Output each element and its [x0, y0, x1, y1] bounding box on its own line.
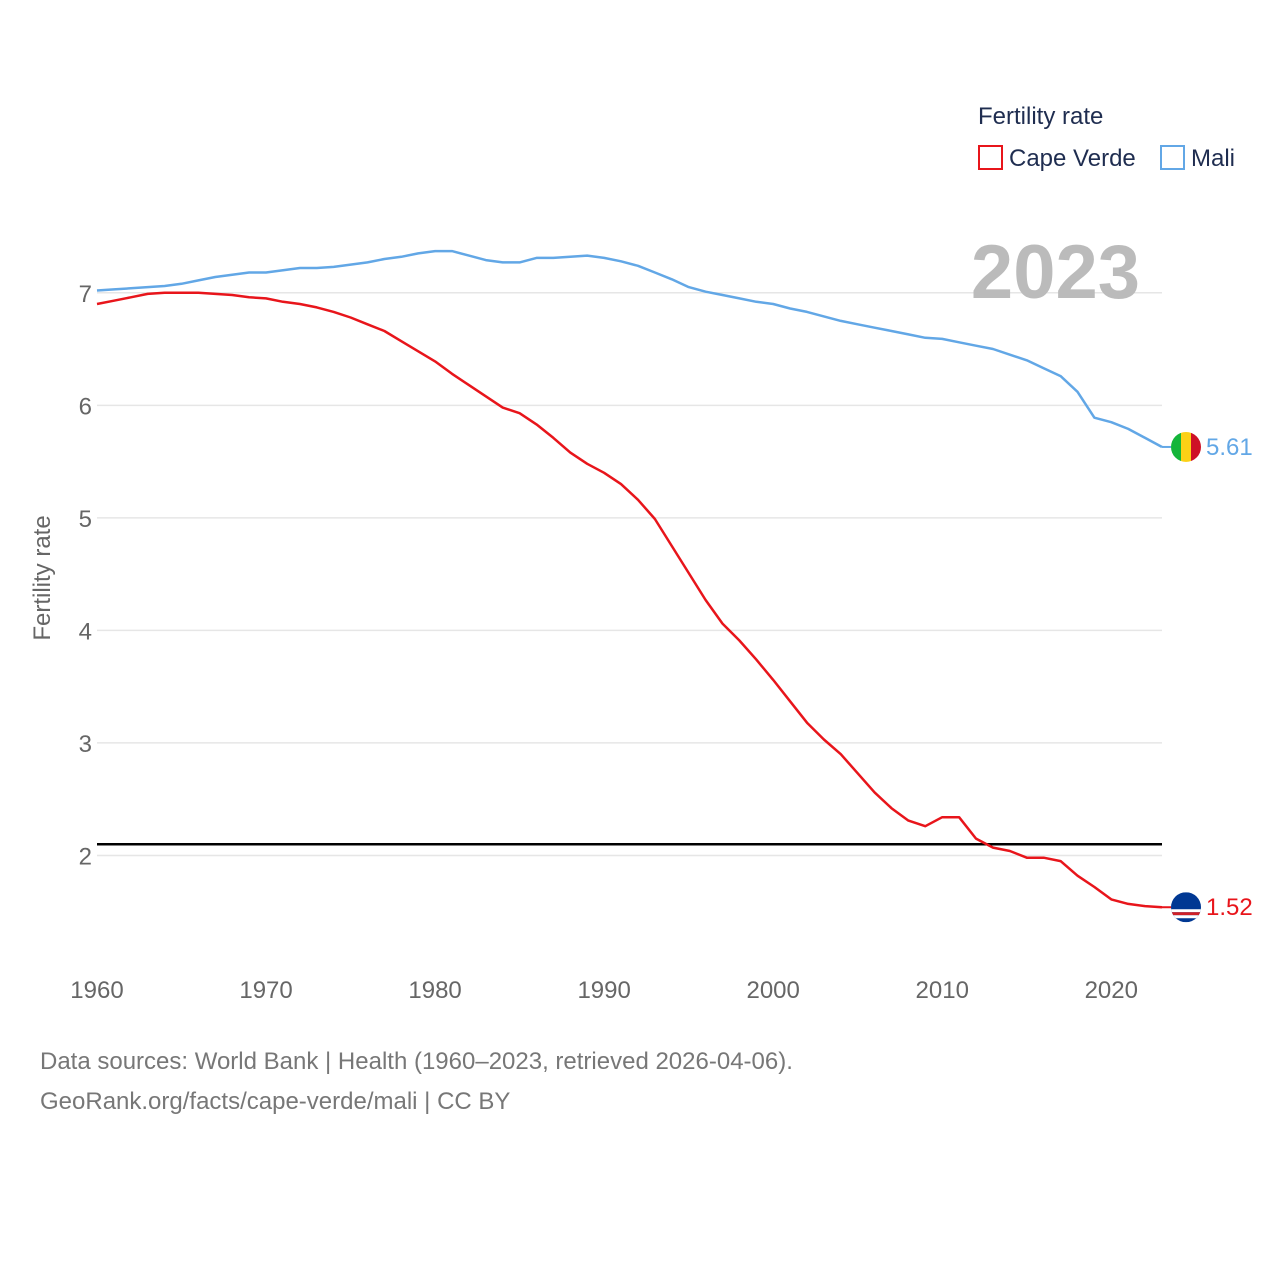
x-tick-label: 2000: [746, 977, 799, 1004]
data-source-note: Data sources: World Bank | Health (1960–…: [40, 1048, 793, 1075]
legend-swatch-mali[interactable]: [1160, 145, 1185, 170]
legend-swatch-cape-verde[interactable]: [978, 145, 1003, 170]
y-axis-label: Fertility rate: [29, 515, 56, 640]
mali-flag-icon: [1171, 431, 1201, 462]
series-line-mali[interactable]: [96, 249, 1163, 449]
legend-label-cape-verde[interactable]: Cape Verde: [1009, 145, 1136, 172]
end-label-cape-verde: 1.52: [1206, 894, 1253, 921]
end-label-mali: 5.61: [1206, 434, 1253, 461]
x-tick-label: 1970: [239, 977, 292, 1004]
legend-label-mali[interactable]: Mali: [1191, 145, 1235, 172]
x-tick-label: 2020: [1085, 977, 1138, 1004]
legend-title: Fertility rate: [978, 103, 1103, 130]
gridlines: [97, 292, 1162, 857]
x-tick-label: 1990: [577, 977, 630, 1004]
credit-link[interactable]: GeoRank.org/facts/cape-verde/mali | CC B…: [40, 1088, 511, 1115]
y-tick-label: 5: [79, 506, 92, 533]
y-axis-ticks: 2 3 4 5 6 7: [79, 281, 92, 871]
chart-footer: Data sources: World Bank | Health (1960–…: [40, 1042, 793, 1122]
y-tick-label: 3: [79, 731, 92, 758]
x-axis-ticks: 1960 1970 1980 1990 2000 2010 2020: [70, 977, 1138, 1004]
x-tick-label: 1980: [408, 977, 461, 1004]
y-tick-label: 7: [79, 281, 92, 308]
cape-verde-flag-icon: [1171, 892, 1201, 923]
year-overlay: 2023: [971, 230, 1140, 315]
fertility-rate-chart: 2 3 4 5 6 7 1960 1970 1980 1990 2000 2010 2020 Fert…: [29, 103, 1253, 1004]
series-lines: [96, 249, 1171, 909]
x-tick-label: 2010: [916, 977, 969, 1004]
legend: Fertility rate Cape Verde Mali: [978, 103, 1235, 172]
series-line-cape-verde[interactable]: [96, 291, 1163, 909]
y-tick-label: 4: [79, 618, 92, 645]
y-tick-label: 2: [79, 843, 92, 870]
y-tick-label: 6: [79, 393, 92, 420]
x-tick-label: 1960: [70, 977, 123, 1004]
